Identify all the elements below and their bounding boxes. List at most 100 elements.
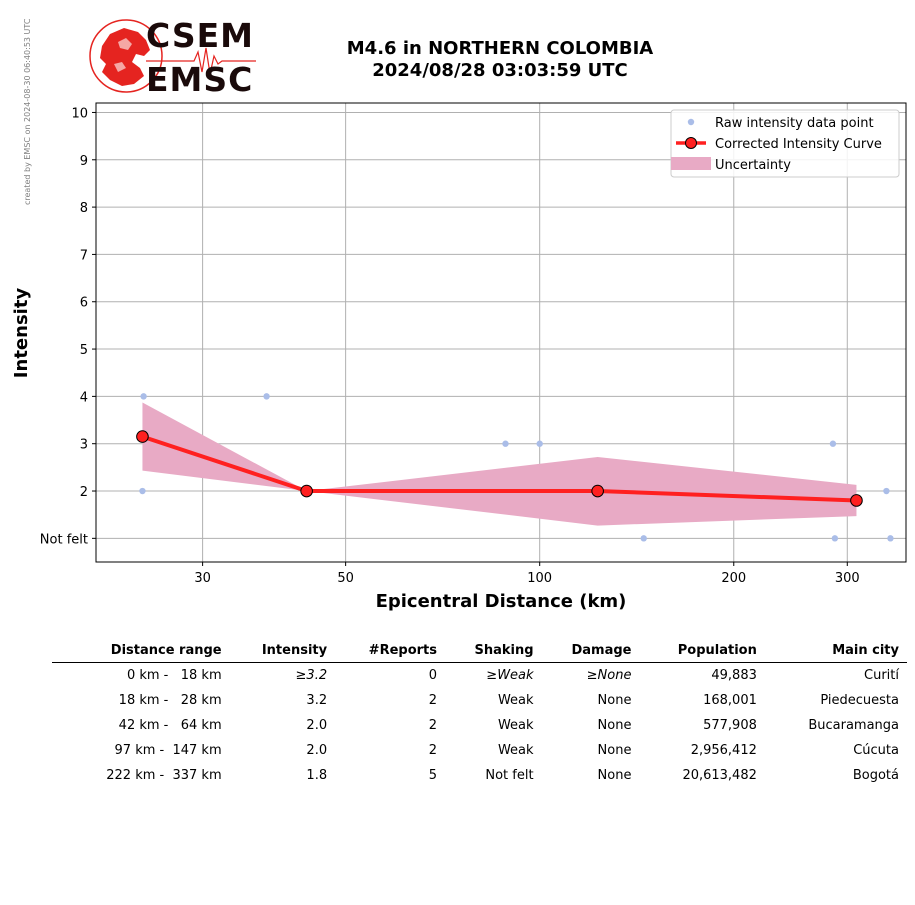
legend-raw-marker — [687, 118, 695, 126]
legend: Raw intensity data point Corrected Inten… — [670, 109, 900, 178]
cell-reports: 2 — [428, 743, 437, 758]
legend-box — [670, 109, 900, 178]
cell-shaking: Weak — [497, 693, 534, 708]
plot-frame — [95, 102, 907, 563]
cell-city: Bogotá — [852, 768, 899, 783]
raw-data-point — [536, 440, 543, 447]
y-tick-label: 6 — [80, 296, 88, 311]
header-intensity: Intensity — [229, 640, 336, 663]
chart-title: M4.6 in NORTHERN COLOMBIA 2024/08/28 03:… — [300, 38, 700, 82]
raw-data-point — [887, 535, 894, 542]
raw-data-point — [263, 393, 270, 400]
x-tick-label: 300 — [835, 571, 860, 586]
legend-band-swatch — [671, 157, 711, 170]
cell-intensity: 1.8 — [306, 768, 328, 783]
raw-data-point — [831, 535, 839, 542]
legend-raw-label: Raw intensity data point — [715, 116, 874, 131]
cell-range: 0 km - 18 km — [126, 668, 222, 683]
cell-city: Piedecuesta — [820, 693, 899, 708]
x-tick-label: 200 — [721, 571, 746, 586]
cell-damage: None — [597, 768, 632, 783]
cell-damage: None — [597, 743, 632, 758]
cell-shaking: ≥Weak — [486, 668, 534, 683]
raw-data-point — [140, 393, 147, 400]
y-tick-label: 7 — [80, 248, 88, 263]
intensity-table: Distance range Intensity #Reports Shakin… — [52, 640, 907, 788]
cell-population: 577,908 — [703, 718, 757, 733]
y-tick-label: 10 — [71, 106, 88, 121]
curve-point — [300, 484, 313, 498]
y-tick-label: 4 — [80, 390, 88, 405]
raw-data-point — [829, 440, 837, 447]
header-reports: #Reports — [335, 640, 445, 663]
cell-damage: None — [597, 693, 632, 708]
cell-shaking: Weak — [497, 718, 534, 733]
cell-city: Cúcuta — [853, 743, 899, 758]
cell-city: Curití — [864, 668, 899, 683]
cell-shaking: Not felt — [485, 768, 534, 783]
cell-shaking: Weak — [497, 743, 534, 758]
seismogram-icon — [146, 47, 256, 75]
x-axis-label: Epicentral Distance (km) — [376, 591, 627, 612]
cell-reports: 2 — [428, 693, 437, 708]
globe-icon — [89, 19, 163, 93]
header-distance-range: Distance range — [52, 640, 230, 663]
table-row: 0 km - 18 km ≥3.2 0 ≥Weak ≥None 49,883 C… — [52, 663, 907, 689]
cell-range: 97 km - 147 km — [114, 743, 222, 758]
cell-city: Bucaramanga — [808, 718, 899, 733]
cell-reports: 2 — [428, 718, 437, 733]
intensity-curve — [136, 430, 863, 507]
curve-point — [136, 430, 149, 443]
cell-intensity: 2.0 — [306, 718, 328, 733]
title-line-2: 2024/08/28 03:03:59 UTC — [372, 60, 628, 81]
csem-emsc-logo: CSEM EMSC — [88, 16, 258, 99]
cell-population: 2,956,412 — [690, 743, 757, 758]
x-tick-label: 50 — [337, 571, 354, 586]
cell-intensity: 3.2 — [306, 693, 328, 708]
intensity-table-container: Distance range Intensity #Reports Shakin… — [52, 640, 907, 788]
x-tick-label: 100 — [527, 571, 552, 586]
table-row: 42 km - 64 km 2.0 2 Weak None 577,908 Bu… — [52, 713, 907, 738]
y-tick-label: 9 — [80, 154, 88, 169]
cell-population: 49,883 — [711, 668, 757, 683]
table-row: 222 km - 337 km 1.8 5 Not felt None 20,6… — [52, 763, 907, 788]
y-axis-label: Intensity — [11, 288, 32, 379]
cell-reports: 5 — [428, 768, 437, 783]
header-population: Population — [639, 640, 765, 663]
curve-point — [850, 494, 863, 507]
cell-range: 18 km - 28 km — [118, 693, 222, 708]
curve-line — [141, 434, 857, 503]
header-main-city: Main city — [764, 640, 907, 663]
legend-band-label: Uncertainty — [715, 158, 791, 173]
table-header-row: Distance range Intensity #Reports Shakin… — [52, 640, 907, 663]
raw-points — [139, 393, 894, 542]
y-tick-label: 3 — [80, 438, 88, 453]
cell-damage: ≥None — [586, 668, 632, 683]
cell-damage: None — [597, 718, 632, 733]
raw-data-point — [139, 487, 146, 495]
intensity-chart: 30 50 100 200 300 Not felt 2 3 4 5 6 7 8 9 10 Epicentr… — [11, 102, 907, 612]
y-tick-label: 8 — [80, 201, 88, 216]
cell-intensity: ≥3.2 — [295, 668, 328, 683]
cell-reports: 0 — [428, 668, 437, 683]
cell-population: 168,001 — [703, 693, 757, 708]
uncertainty-area — [142, 402, 857, 526]
raw-data-point — [883, 487, 890, 495]
legend-curve-marker — [685, 137, 697, 149]
y-tick-label: Not felt — [40, 532, 88, 547]
y-tick-label: 5 — [80, 343, 88, 358]
raw-data-point — [502, 440, 509, 447]
axis-ticks: 30 50 100 200 300 Not felt 2 3 4 5 6 7 8 9 10 — [40, 106, 860, 586]
cell-intensity: 2.0 — [306, 743, 328, 758]
cell-range: 42 km - 64 km — [118, 718, 222, 733]
uncertainty-band — [142, 402, 857, 526]
y-tick-label: 2 — [80, 485, 88, 500]
header-damage: Damage — [541, 640, 640, 663]
header-shaking: Shaking — [445, 640, 542, 663]
title-line-1: M4.6 in NORTHERN COLOMBIA — [346, 38, 654, 59]
logo-text-csem: CSEM — [146, 16, 254, 55]
cell-population: 20,613,482 — [682, 768, 757, 783]
raw-data-point — [640, 535, 647, 542]
legend-curve-label: Corrected Intensity Curve — [715, 137, 882, 152]
table-row: 18 km - 28 km 3.2 2 Weak None 168,001 Pi… — [52, 688, 907, 713]
